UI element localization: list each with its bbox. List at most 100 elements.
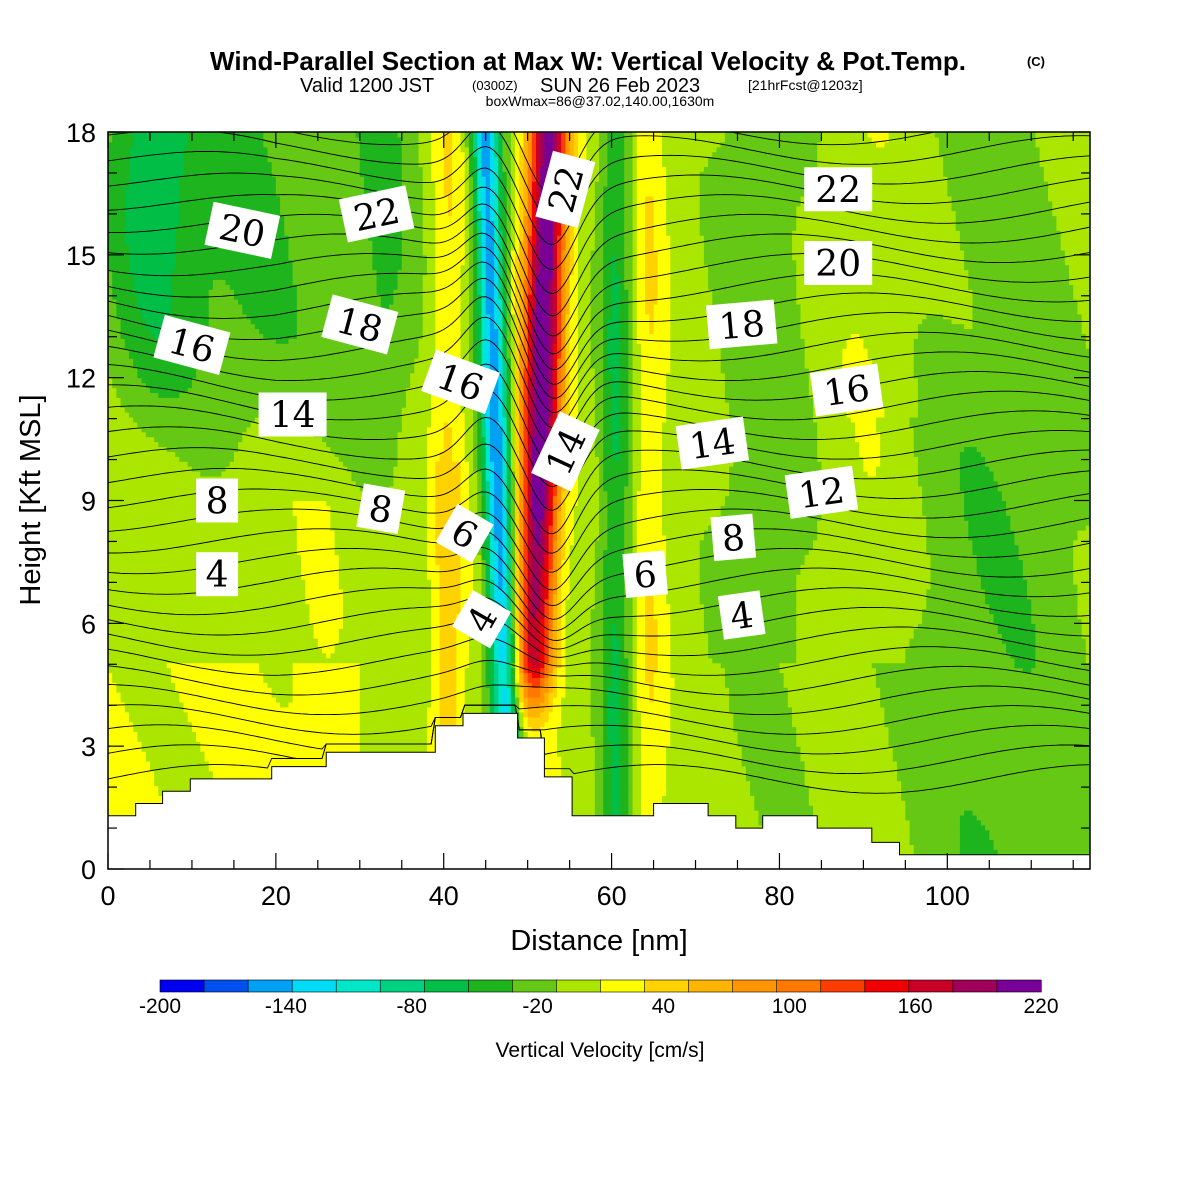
- velocity-cell: [141, 343, 147, 349]
- velocity-cell: [154, 588, 159, 595]
- velocity-cell: [208, 392, 214, 398]
- velocity-cell: [196, 741, 201, 747]
- velocity-cell: [217, 151, 222, 158]
- velocity-cell: [154, 613, 159, 620]
- velocity-cell: [133, 692, 138, 698]
- velocity-cell: [187, 136, 193, 143]
- velocity-cell: [191, 181, 197, 187]
- velocity-cell: [229, 333, 235, 339]
- velocity-cell: [112, 264, 117, 271]
- velocity-cell: [108, 289, 113, 295]
- velocity-cell: [179, 362, 185, 369]
- velocity-cell: [217, 387, 222, 393]
- velocity-cell: [196, 161, 201, 167]
- velocity-cell: [204, 657, 210, 664]
- velocity-cell: [208, 726, 214, 733]
- velocity-cell: [154, 176, 159, 182]
- velocity-cell: [116, 569, 122, 575]
- velocity-cell: [229, 618, 235, 624]
- velocity-cell: [217, 431, 222, 438]
- velocity-cell: [208, 647, 214, 654]
- velocity-cell: [183, 765, 189, 772]
- velocity-cell: [141, 569, 147, 575]
- velocity-cell: [166, 480, 172, 487]
- velocity-cell: [208, 746, 214, 752]
- velocity-cell: [112, 520, 117, 526]
- velocity-cell: [116, 495, 122, 502]
- velocity-cell: [141, 412, 147, 418]
- velocity-cell: [116, 249, 122, 256]
- velocity-cell: [187, 731, 193, 737]
- velocity-cell: [229, 372, 235, 379]
- velocity-cell: [128, 569, 134, 575]
- velocity-cell: [108, 240, 113, 246]
- velocity-cell: [204, 642, 210, 649]
- velocity-cell: [166, 633, 172, 639]
- velocity-cell: [149, 549, 155, 556]
- velocity-cell: [145, 731, 151, 737]
- velocity-cell: [242, 697, 248, 703]
- velocity-cell: [238, 431, 243, 438]
- velocity-cell: [187, 397, 193, 403]
- velocity-cell: [154, 372, 159, 379]
- velocity-cell: [116, 421, 122, 428]
- velocity-cell: [108, 505, 113, 511]
- velocity-cell: [149, 780, 155, 787]
- velocity-cell: [217, 520, 222, 526]
- velocity-cell: [141, 416, 147, 423]
- velocity-cell: [233, 382, 239, 389]
- velocity-cell: [208, 308, 214, 315]
- velocity-cell: [208, 249, 214, 256]
- velocity-cell: [133, 588, 138, 595]
- velocity-cell: [179, 741, 185, 747]
- velocity-cell: [116, 358, 122, 364]
- velocity-cell: [238, 559, 243, 565]
- velocity-cell: [183, 628, 189, 634]
- velocity-cell: [212, 525, 218, 531]
- velocity-cell: [141, 190, 147, 197]
- velocity-cell: [212, 436, 218, 443]
- velocity-cell: [187, 132, 193, 138]
- velocity-cell: [196, 593, 201, 600]
- velocity-cell: [212, 751, 218, 757]
- velocity-cell: [233, 461, 239, 467]
- velocity-cell: [158, 549, 164, 556]
- velocity-cell: [128, 721, 134, 728]
- velocity-cell: [175, 775, 180, 782]
- velocity-cell: [200, 392, 206, 398]
- velocity-cell: [183, 647, 189, 654]
- velocity-cell: [196, 746, 201, 752]
- velocity-cell: [179, 731, 185, 737]
- velocity-cell: [145, 343, 151, 349]
- velocity-cell: [208, 657, 214, 664]
- velocity-cell: [166, 682, 172, 688]
- velocity-cell: [238, 333, 243, 339]
- velocity-cell: [120, 353, 126, 359]
- velocity-cell: [217, 628, 222, 634]
- velocity-cell: [141, 765, 147, 772]
- velocity-cell: [166, 407, 172, 413]
- velocity-cell: [124, 412, 130, 418]
- velocity-cell: [221, 308, 227, 315]
- velocity-cell: [170, 716, 176, 723]
- velocity-cell: [183, 407, 189, 413]
- velocity-cell: [196, 701, 201, 708]
- velocity-cell: [183, 151, 189, 158]
- velocity-cell: [175, 593, 180, 600]
- velocity-cell: [170, 603, 176, 610]
- velocity-cell: [154, 446, 159, 452]
- velocity-cell: [137, 564, 143, 570]
- velocity-cell: [170, 441, 176, 448]
- velocity-cell: [179, 377, 185, 384]
- velocity-cell: [120, 706, 126, 713]
- velocity-cell: [162, 412, 168, 418]
- velocity-cell: [166, 751, 172, 757]
- velocity-cell: [204, 259, 210, 266]
- velocity-cell: [233, 426, 239, 433]
- velocity-cell: [112, 790, 117, 796]
- velocity-cell: [175, 760, 180, 767]
- velocity-cell: [116, 205, 122, 212]
- velocity-cell: [242, 259, 248, 266]
- velocity-cell: [145, 608, 151, 615]
- velocity-cell: [229, 308, 235, 315]
